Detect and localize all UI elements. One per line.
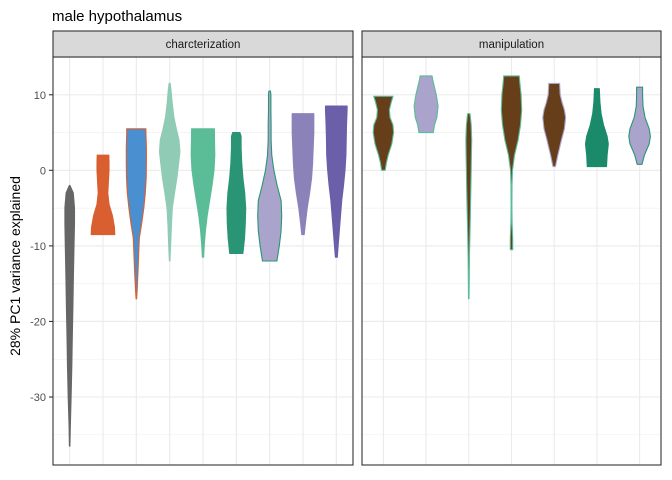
violin-1-5 (584, 88, 609, 168)
violin-0-1 (90, 154, 116, 236)
y-tick-label: -20 (30, 316, 46, 328)
y-tick-label: -30 (30, 392, 46, 404)
facet-strip-label: charcterization (166, 39, 241, 51)
panel-1: manipulation (361, 30, 662, 466)
violin-1-4 (542, 82, 567, 168)
violin-0-8 (324, 105, 348, 258)
panel-0: charcterization (52, 30, 354, 466)
violin-0-2 (125, 128, 147, 300)
violin-1-0 (372, 95, 395, 171)
facet-strip (52, 30, 354, 58)
chart-panels: charcterization manipulation (52, 30, 662, 466)
violin-0-7 (291, 113, 315, 236)
violin-1-1 (413, 75, 439, 134)
violin-1-3 (500, 75, 523, 251)
y-tick-label: -10 (30, 241, 46, 253)
y-tick-label: 10 (34, 90, 46, 102)
violin-0-6 (257, 90, 283, 262)
y-tick-label: 0 (40, 165, 46, 177)
y-axis-title: 28% PC1 variance explained (7, 176, 23, 356)
violin-0-0 (64, 184, 76, 447)
violin-1-6 (628, 86, 651, 165)
y-axis-ticks: 10 0 -10 -20 -30 (30, 90, 53, 404)
chart-title: male hypothalamus (52, 8, 182, 25)
violin-1-2 (465, 113, 473, 300)
facet-strip-label: manipulation (479, 39, 544, 51)
violin-0-4 (190, 128, 216, 258)
violin-0-5 (226, 132, 247, 254)
facet-strip (361, 30, 662, 58)
violin-0-3 (158, 82, 181, 262)
